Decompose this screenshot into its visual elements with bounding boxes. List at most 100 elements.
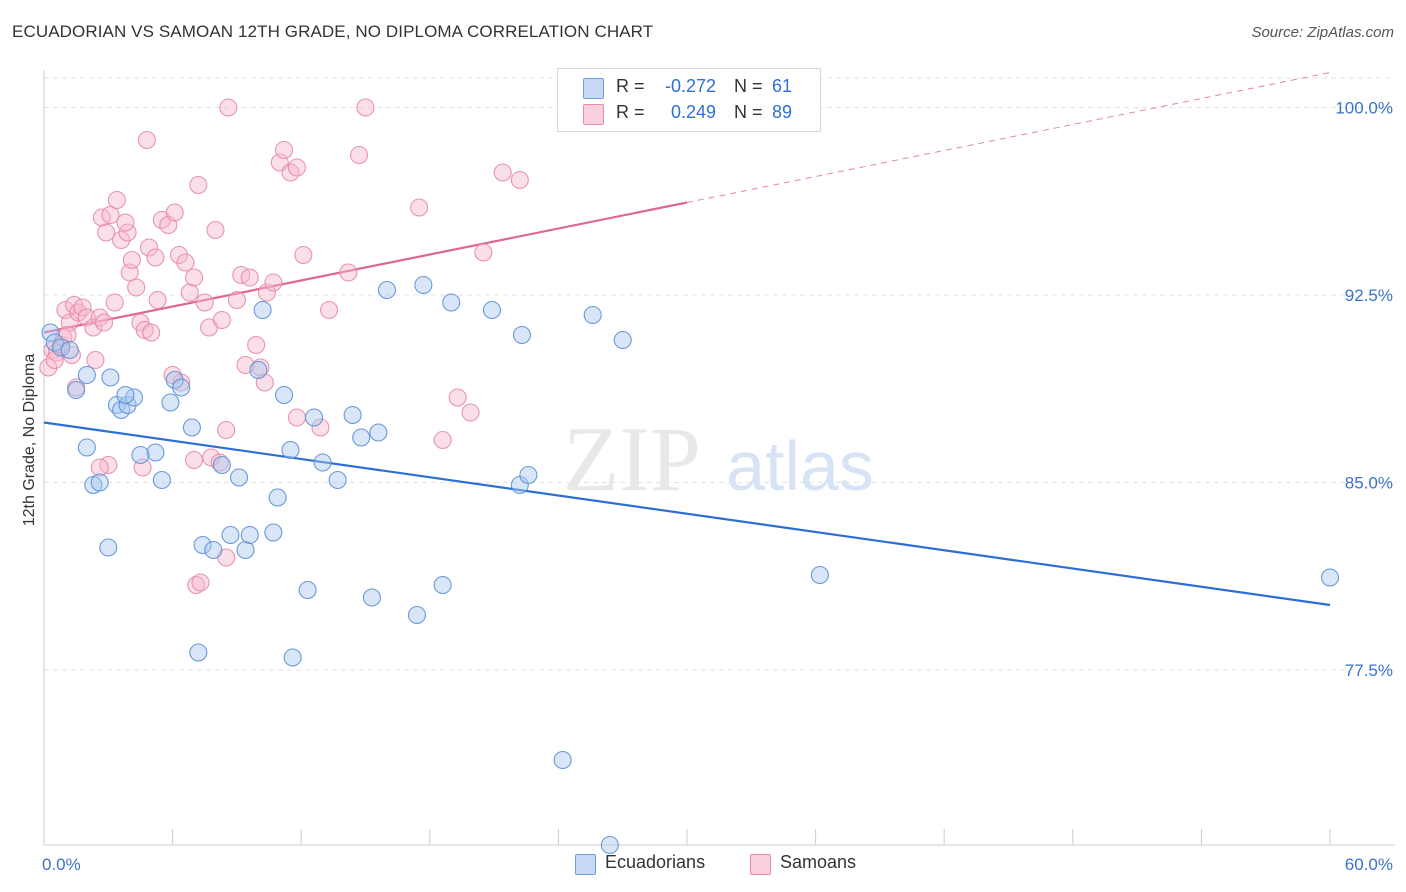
ecuadorian-point <box>414 275 433 295</box>
ecuadorian-point <box>442 293 461 312</box>
ecuadorian-point <box>264 523 283 542</box>
samoan-point <box>139 238 159 257</box>
ecuadorian-point <box>161 393 180 412</box>
samoan-point <box>350 145 369 165</box>
source-label: Source: ZipAtlas.com <box>1251 24 1394 41</box>
samoan-point <box>356 98 375 117</box>
ecuadorian-point <box>583 305 602 325</box>
ecuadorian-point <box>131 445 150 465</box>
bottom-legend-label: Ecuadorians <box>605 852 706 872</box>
legend-row-samoans: R = 0.249 N = 89 <box>558 102 820 126</box>
ecuadorian-point <box>305 408 324 427</box>
samoan-point <box>169 245 189 265</box>
ecuadorian-point <box>512 325 532 345</box>
ecuadorian-point <box>298 580 317 600</box>
samoan-point <box>39 358 58 377</box>
samoan-point <box>474 243 493 262</box>
ecuadorian-point <box>810 565 829 585</box>
samoan-point <box>433 430 452 450</box>
ecuadorian-point <box>236 540 255 560</box>
samoan-point <box>146 248 165 267</box>
samoan-point <box>202 448 221 467</box>
samoan-point <box>219 98 238 117</box>
ecuadorian-point <box>553 750 572 770</box>
ecuadorian-point <box>189 643 208 662</box>
ecuadorian-point <box>613 330 632 350</box>
ecuadorian-point <box>283 648 302 667</box>
legend-n-label: N = <box>734 76 763 96</box>
ecuadorian-point <box>369 423 388 442</box>
samoan-point <box>410 198 429 217</box>
samoan-point <box>105 293 124 312</box>
samoan-point <box>84 318 103 337</box>
samoan-point <box>86 350 105 370</box>
legend-n-label: N = <box>734 102 763 122</box>
ecuadorian-point <box>116 385 135 405</box>
ecuadorian-point <box>1320 568 1340 587</box>
ecuadorian-point <box>146 443 165 462</box>
samoan-point <box>148 290 167 310</box>
samoan-point <box>320 300 339 320</box>
legend-n-value: 89 <box>772 102 793 122</box>
samoan-point <box>287 158 306 177</box>
trend-lines <box>43 72 1331 607</box>
samoan-trend-line <box>43 201 688 334</box>
tick-labels: 100.0% 92.5% 85.0% 77.5% 0.0% 60.0% <box>42 99 1393 875</box>
chart-title: ECUADORIAN VS SAMOAN 12TH GRADE, NO DIPL… <box>12 22 654 41</box>
samoan-point <box>294 245 313 265</box>
samoan-point <box>493 163 512 182</box>
ecuadorian-point <box>249 360 268 380</box>
legend-swatch-blue <box>583 78 604 99</box>
samoan-point <box>180 283 199 302</box>
samoan-point <box>206 220 225 240</box>
legend-r-label: R = <box>616 102 645 122</box>
samoan-point <box>90 458 109 477</box>
ecuadorian-point <box>313 453 332 472</box>
data-points <box>39 98 1340 855</box>
gridlines <box>44 77 1395 671</box>
samoan-point <box>339 263 358 282</box>
x-tick-label: 0.0% <box>42 855 81 874</box>
samoan-point <box>311 418 330 437</box>
samoan-point <box>461 403 480 422</box>
watermark: ZIP atlas <box>563 408 874 510</box>
samoan-point <box>287 408 306 427</box>
ecuadorian-point <box>519 465 538 485</box>
samoan-point <box>191 573 210 592</box>
samoan-point <box>264 273 283 292</box>
axes <box>43 70 1395 846</box>
samoan-point <box>107 190 126 210</box>
y-tick-label: 92.5% <box>1345 286 1393 305</box>
ecuadorian-point <box>193 535 212 555</box>
legend-r-label: R = <box>616 76 645 96</box>
x-tick-label: 60.0% <box>1345 855 1393 874</box>
y-tick-label: 100.0% <box>1335 99 1393 118</box>
samoan-point <box>94 313 114 332</box>
watermark-atlas: atlas <box>726 427 874 505</box>
y-tick-label: 85.0% <box>1345 474 1393 493</box>
ecuadorian-point <box>212 455 231 475</box>
ecuadorian-point <box>41 323 60 342</box>
samoan-point <box>73 298 92 317</box>
ecuadorian-point <box>482 300 502 320</box>
samoan-point <box>195 293 214 312</box>
ecuadorian-point <box>152 470 171 490</box>
bottom-legend-label: Samoans <box>780 852 857 872</box>
samoan-point <box>112 230 131 250</box>
legend-row-ecuadorians: R = -0.272 N = 61 <box>558 76 820 100</box>
ecuadorian-point <box>165 370 184 390</box>
samoan-point <box>251 358 270 377</box>
ecuadorian-point <box>328 470 347 490</box>
samoan-point <box>257 283 276 302</box>
ecuadorian-point <box>407 605 426 625</box>
ecuadorian-point <box>221 525 240 545</box>
samoan-point <box>101 205 120 225</box>
ecuadorian-point <box>268 488 287 507</box>
samoan-point <box>184 268 204 287</box>
samoan-point <box>122 250 141 270</box>
samoan-point <box>217 420 236 440</box>
ecuadorian-point <box>204 540 223 560</box>
ecuadorian-point <box>90 473 109 492</box>
samoan-point <box>210 453 229 472</box>
